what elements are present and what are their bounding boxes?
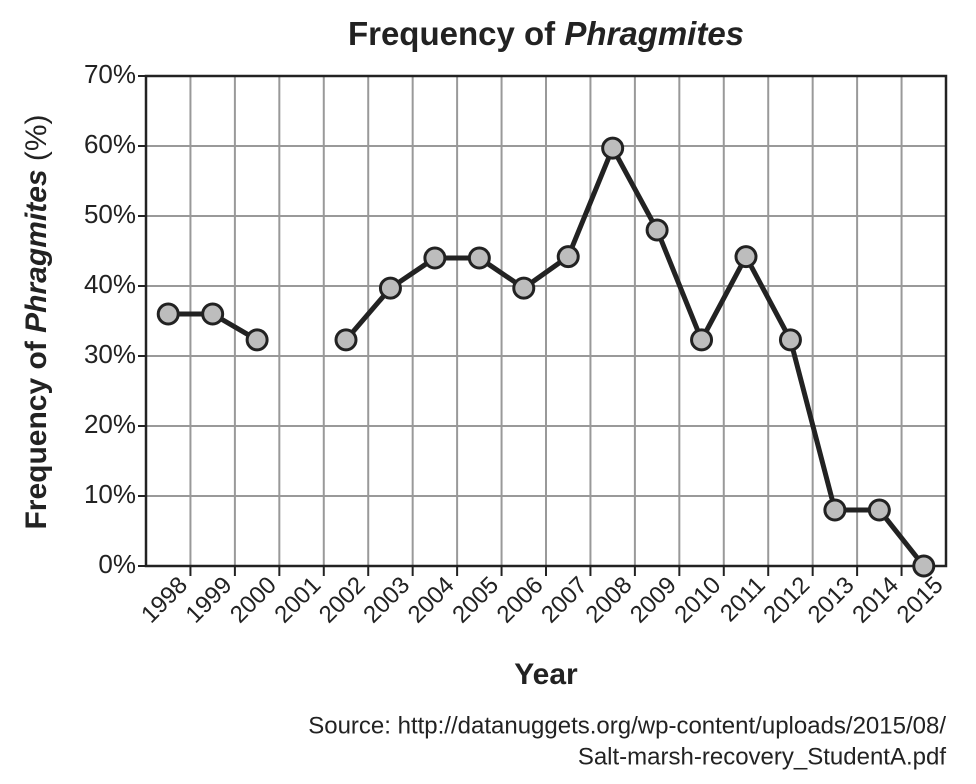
marker [912,554,936,578]
y-tick-label: 40% [84,269,136,299]
ylabel-italic: Phragmites [20,169,53,332]
marker [201,302,225,326]
source-line: Source: http://datanuggets.org/wp-conten… [308,712,946,739]
source-line: Salt-marsh-recovery_StudentA.pdf [578,743,947,770]
marker [867,498,891,522]
y-tick-label: 30% [84,339,136,369]
x-tick-label: 1999 [181,572,238,629]
marker [778,328,802,352]
x-tick-label: 2006 [492,572,549,629]
x-tick-label: 2008 [581,572,638,629]
x-tick-label: 2000 [225,572,282,629]
title-text: Frequency of [348,15,556,52]
x-tick-label: 2009 [625,572,682,629]
y-tick-label: 10% [84,479,136,509]
marker [334,328,358,352]
y-tick-label: 60% [84,129,136,159]
plot-frame [144,74,948,568]
marker [823,498,847,522]
y-tick-label: 50% [84,199,136,229]
x-tick-label: 2004 [403,572,460,629]
marker [601,136,625,160]
x-tick-label: 2015 [892,572,949,629]
x-tick-label: 2005 [447,572,504,629]
x-tick-label: 2001 [269,572,326,629]
ylabel-text: Frequency of [20,340,53,529]
x-tick-label: 2011 [715,572,771,628]
marker [378,276,402,300]
marker [156,302,180,326]
x-tick-label: 2010 [669,572,726,629]
x-tick-label: 2014 [847,572,904,629]
plot: 0%10%20%30%40%50%60%70%19981999200020012… [84,59,949,629]
marker [467,246,491,270]
title-italic: Phragmites [564,15,744,52]
marker [556,245,580,269]
x-tick-label: 2007 [536,572,593,629]
marker [245,328,269,352]
y-tick-label: 70% [84,59,136,89]
chart-title: Frequency of Phragmites [348,15,744,52]
y-tick-label: 20% [84,409,136,439]
x-tick-label: 1998 [136,572,193,629]
x-tick-label: 2003 [358,572,415,629]
marker [734,245,758,269]
marker [423,246,447,270]
marker [512,276,536,300]
x-tick-label: 2002 [314,572,371,629]
marker [645,218,669,242]
ylabel-unit: (%) [20,114,53,161]
x-tick-label: 2012 [758,572,815,629]
marker [690,328,714,352]
y-axis-label: Frequency of Phragmites (%) [20,114,53,529]
y-tick-label: 0% [98,549,136,579]
x-axis-label: Year [514,658,578,691]
x-tick-label: 2013 [803,572,860,629]
